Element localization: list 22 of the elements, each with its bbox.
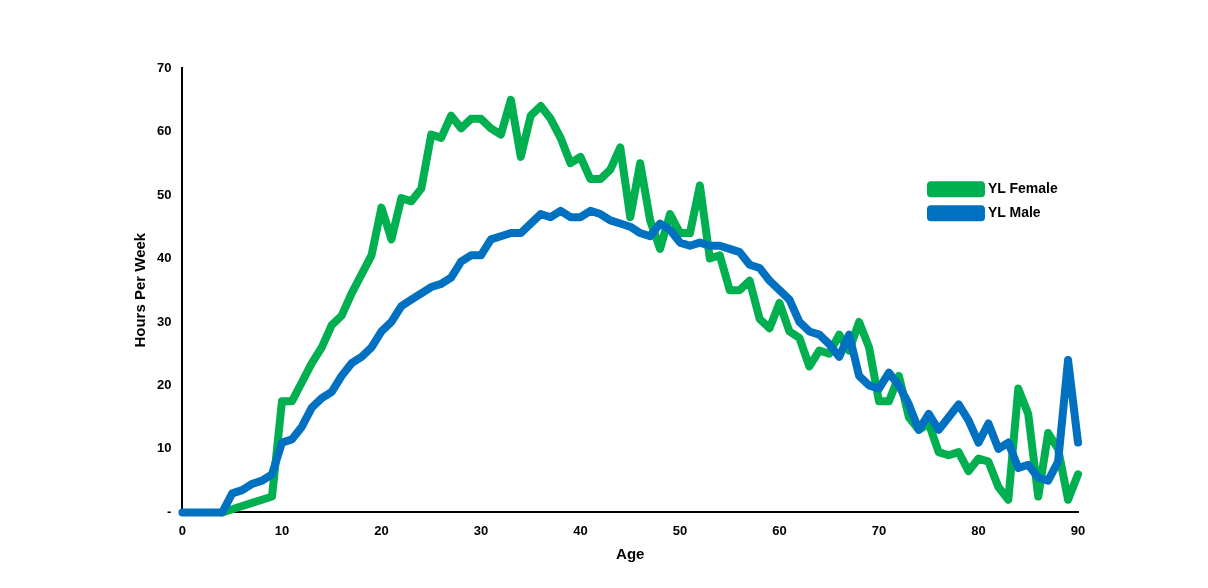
x-tick-label: 20 [374, 522, 389, 538]
x-tick-label: 80 [971, 522, 986, 538]
x-tick-label: 30 [473, 522, 489, 538]
y-tick-label: 70 [156, 59, 172, 75]
y-tick-label: 20 [156, 377, 172, 393]
y-tick-label: 10 [156, 440, 172, 456]
legend-label: YL Female [987, 180, 1058, 197]
x-tick-label: 10 [274, 522, 290, 538]
y-tick-label: 40 [156, 250, 172, 266]
y-tick-label: 30 [156, 313, 172, 329]
y-tick-label: 60 [156, 123, 172, 139]
x-tick-label: 70 [871, 522, 887, 538]
legend-label: YL Male [987, 204, 1041, 221]
x-tick-label: 60 [772, 522, 787, 538]
y-tick-label: - [167, 503, 172, 519]
y-axis-title: Hours Per Week [131, 232, 149, 348]
x-tick-label: 0 [178, 522, 187, 538]
x-tick-label: 50 [672, 522, 688, 538]
y-tick-label: 50 [156, 186, 172, 202]
x-tick-label: 90 [1070, 522, 1086, 538]
x-tick-label: 40 [573, 522, 588, 538]
x-axis-title: Age [616, 545, 645, 563]
